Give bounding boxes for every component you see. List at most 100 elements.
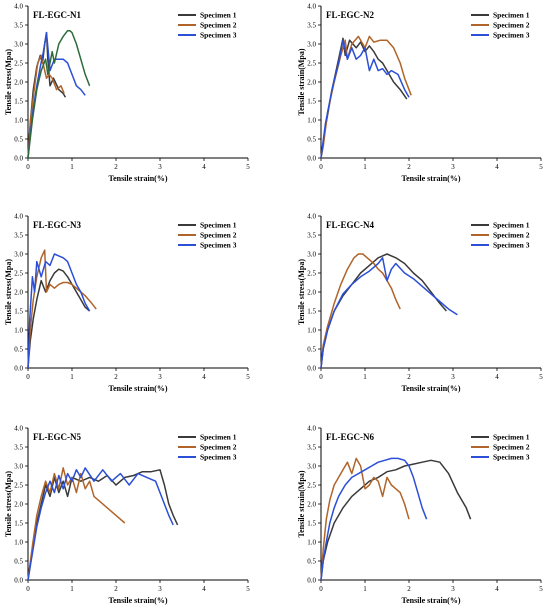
y-ticks: 0.0 0.5 1.0 1.5 2.0 2.5 3.0 3.5 4.0	[14, 3, 28, 163]
x-tick-label: 2	[114, 373, 118, 381]
x-tick-label: 3	[158, 163, 162, 171]
legend-label: Specimen 3	[200, 31, 237, 40]
chart-title: FL-EGC-N4	[326, 220, 374, 230]
legend-label: Specimen 1	[200, 11, 237, 20]
chart-title: FL-EGC-N2	[326, 10, 374, 20]
y-tick-label: 2.0	[14, 501, 23, 509]
x-tick-label: 5	[246, 163, 250, 171]
x-axis-label: Tensile strain(%)	[401, 384, 460, 393]
legend-label: Specimen 2	[200, 231, 237, 240]
x-tick-label: 0	[319, 163, 323, 171]
chart-panel-6: 0 1 2 3 4 5 0.0 0.5 1.0 1.5 2.0 2.5 3.0 3.5 4.0 Tensile…	[297, 425, 543, 606]
legend-label: Specimen 1	[493, 11, 530, 20]
y-tick-label: 2.5	[14, 482, 23, 490]
x-tick-label: 4	[202, 585, 206, 593]
y-axis-label: Tensile stress(Mpa)	[4, 471, 13, 537]
y-tick-label: 4.0	[14, 3, 23, 11]
x-tick-label: 1	[70, 585, 74, 593]
y-tick-label: 2.5	[307, 270, 316, 278]
x-tick-label: 2	[114, 163, 118, 171]
series-line-unlabeled	[27, 29, 91, 159]
series-line-specimen-3	[320, 457, 428, 581]
y-tick-label: 2.5	[307, 482, 316, 490]
x-axis-label: Tensile strain(%)	[401, 596, 460, 605]
x-tick-label: 2	[407, 163, 411, 171]
series-line-specimen-3	[320, 39, 410, 159]
x-tick-label: 4	[495, 373, 499, 381]
chart-panel-1: 0 1 2 3 4 5 0.0 0.5 1.0 1.5 2.0 2.5 3.0 3.5 4.0 Tensile…	[4, 3, 250, 184]
chart-title: FL-EGC-N6	[326, 432, 374, 442]
y-tick-label: 3.5	[14, 444, 23, 452]
x-tick-label: 4	[495, 163, 499, 171]
x-tick-label: 2	[407, 585, 411, 593]
y-tick-label: 1.5	[307, 520, 316, 528]
y-ticks: 0.0 0.5 1.0 1.5 2.0 2.5 3.0 3.5 4.0	[307, 213, 321, 373]
chart-panel-2: 0 1 2 3 4 5 0.0 0.5 1.0 1.5 2.0 2.5 3.0 3.5 4.0 Tensile…	[297, 3, 543, 184]
y-tick-label: 2.5	[307, 60, 316, 68]
y-tick-label: 0.0	[14, 577, 23, 585]
y-tick-label: 0.5	[307, 136, 316, 144]
x-tick-label: 2	[407, 373, 411, 381]
x-ticks: 0 1 2 3 4 5	[319, 158, 543, 171]
y-tick-label: 1.5	[307, 308, 316, 316]
y-tick-label: 2.0	[307, 79, 316, 87]
legend-label: Specimen 2	[493, 443, 530, 452]
y-axis-label: Tensile stress(Mpa)	[4, 49, 13, 115]
legend-label: Specimen 3	[493, 453, 530, 462]
x-tick-label: 2	[114, 585, 118, 593]
x-tick-label: 5	[539, 585, 543, 593]
legend-label: Specimen 3	[200, 241, 237, 250]
y-tick-label: 0.0	[307, 365, 316, 373]
legend-label: Specimen 3	[200, 453, 237, 462]
y-tick-label: 4.0	[307, 425, 316, 433]
x-tick-label: 0	[319, 373, 323, 381]
y-tick-label: 2.0	[307, 289, 316, 297]
y-tick-label: 3.5	[307, 444, 316, 452]
x-tick-label: 0	[26, 163, 30, 171]
y-tick-label: 3.0	[307, 251, 316, 259]
y-axis-label: Tensile stress(Mpa)	[4, 259, 13, 325]
x-tick-label: 1	[363, 585, 367, 593]
chart-title: FL-EGC-N3	[33, 220, 81, 230]
y-tick-label: 1.5	[307, 98, 316, 106]
y-tick-label: 0.0	[307, 155, 316, 163]
series-line-specimen-1	[27, 469, 179, 581]
legend-label: Specimen 2	[493, 21, 530, 30]
legend-label: Specimen 3	[493, 241, 530, 250]
chart-panel-5: 0 1 2 3 4 5 0.0 0.5 1.0 1.5 2.0 2.5 3.0 3.5 4.0 Tensile…	[4, 425, 250, 606]
y-tick-label: 2.0	[14, 79, 23, 87]
x-tick-label: 5	[246, 373, 250, 381]
y-tick-label: 0.5	[14, 558, 23, 566]
x-tick-label: 5	[539, 373, 543, 381]
legend-label: Specimen 1	[493, 221, 530, 230]
series-line-specimen-1	[320, 37, 408, 159]
y-tick-label: 2.0	[307, 501, 316, 509]
legend-label: Specimen 2	[200, 443, 237, 452]
x-tick-label: 3	[451, 163, 455, 171]
y-tick-label: 0.0	[14, 155, 23, 163]
series-line-specimen-2	[27, 54, 65, 159]
y-tick-label: 1.5	[14, 308, 23, 316]
legend-label: Specimen 1	[200, 433, 237, 442]
x-tick-label: 4	[495, 585, 499, 593]
y-ticks: 0.0 0.5 1.0 1.5 2.0 2.5 3.0 3.5 4.0	[14, 213, 28, 373]
legend-label: Specimen 3	[493, 31, 530, 40]
y-tick-label: 3.0	[307, 41, 316, 49]
series-line-specimen-3	[27, 253, 91, 369]
x-tick-label: 3	[158, 585, 162, 593]
y-tick-label: 1.0	[307, 539, 316, 547]
y-tick-label: 4.0	[307, 213, 316, 221]
y-axis-label: Tensile strain(Mpa)	[297, 48, 306, 115]
series-line-specimen-2	[27, 467, 126, 581]
y-tick-label: 3.0	[14, 41, 23, 49]
y-tick-label: 1.0	[307, 327, 316, 335]
x-tick-label: 1	[363, 163, 367, 171]
x-ticks: 0 1 2 3 4 5	[319, 580, 543, 593]
x-tick-label: 0	[26, 373, 30, 381]
legend-label: Specimen 1	[200, 221, 237, 230]
x-tick-label: 5	[539, 163, 543, 171]
x-tick-label: 3	[451, 585, 455, 593]
